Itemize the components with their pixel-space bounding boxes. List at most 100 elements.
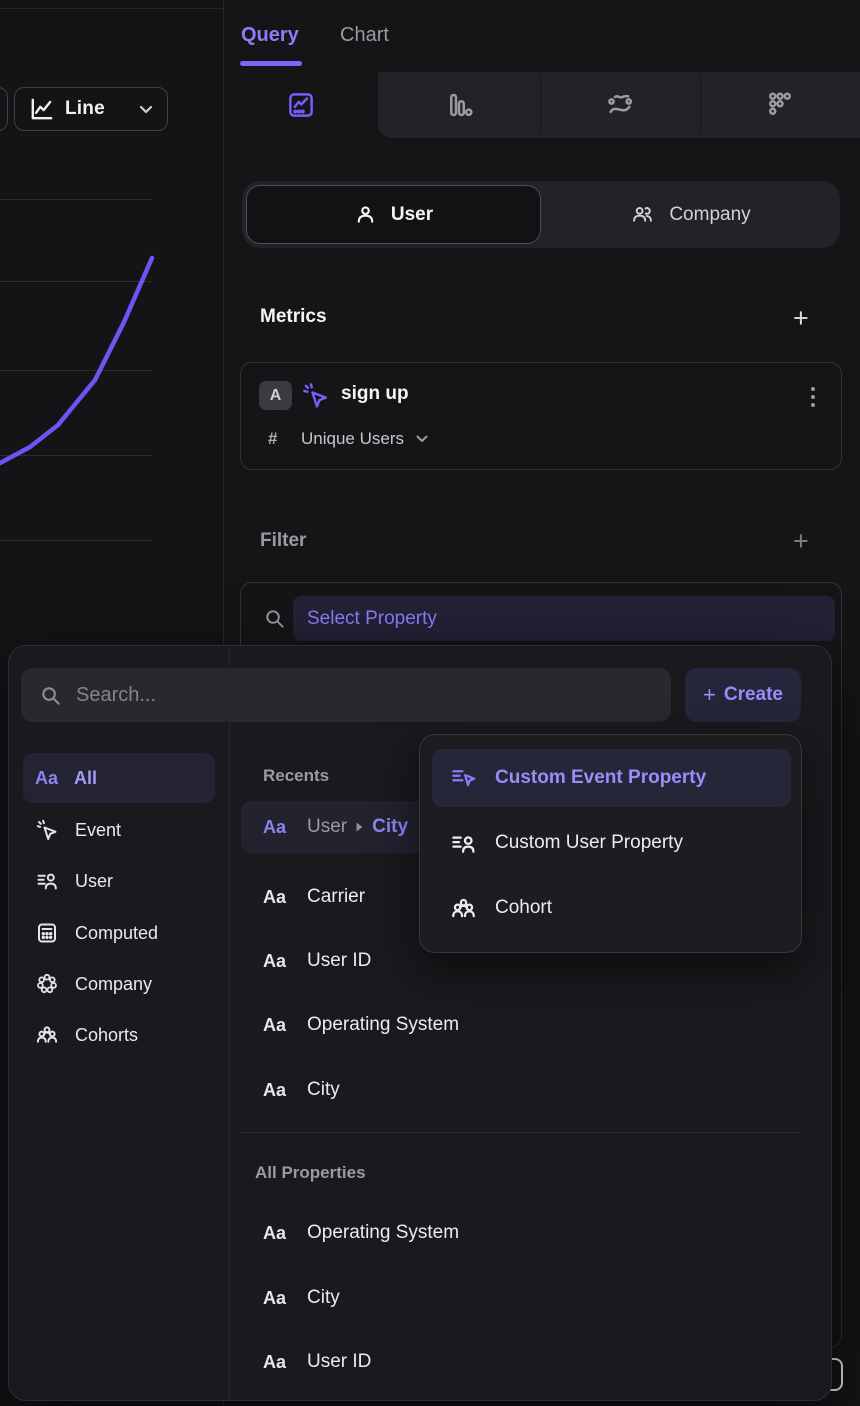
property-label: City <box>307 1287 340 1308</box>
text-type-icon: Aa <box>263 1222 287 1243</box>
category-user[interactable]: User <box>23 856 215 906</box>
plus-icon: + <box>702 682 716 707</box>
property-label: City <box>307 1079 340 1100</box>
company-flower-icon <box>35 972 59 996</box>
tab-query[interactable]: Query <box>241 24 299 46</box>
property-item[interactable]: Aa User ID <box>241 1336 821 1388</box>
category-event[interactable]: Event <box>23 805 215 855</box>
recent-child-label: City <box>372 816 409 837</box>
cohort-icon <box>450 895 477 922</box>
property-label: User ID <box>307 950 372 971</box>
menu-item-label: Cohort <box>495 897 553 918</box>
menu-item-custom-user-property[interactable]: Custom User Property <box>432 814 791 872</box>
tab-insights[interactable] <box>224 72 378 138</box>
chart-gridline <box>0 455 152 456</box>
recent-item-selected[interactable]: Aa User City <box>241 801 441 853</box>
search-icon <box>263 607 286 630</box>
metric-event-name: sign up <box>341 383 409 404</box>
category-label: Cohorts <box>75 1024 139 1045</box>
flows-icon <box>605 90 635 120</box>
text-type-icon: Aa <box>263 886 287 907</box>
insights-icon <box>286 90 316 120</box>
tab-retention[interactable] <box>703 72 857 138</box>
tabrow-divider <box>700 76 701 134</box>
recent-item[interactable]: Aa User ID <box>241 935 821 987</box>
calculator-icon <box>35 921 59 945</box>
category-label: User <box>75 870 114 891</box>
category-company[interactable]: Company <box>23 959 215 1009</box>
entity-toggle: User Company <box>242 181 840 248</box>
add-metric-button[interactable]: + <box>793 303 809 333</box>
menu-item-cohort[interactable]: Cohort <box>432 879 791 937</box>
toggle-company[interactable]: Company <box>541 181 840 248</box>
chart-gridline <box>0 281 152 282</box>
text-type-icon: Aa <box>263 1014 287 1035</box>
people-icon <box>630 203 655 226</box>
tab-chart[interactable]: Chart <box>340 24 389 46</box>
create-button-label: Create <box>723 684 783 705</box>
line-chart-series <box>0 250 160 470</box>
chart-type-label: Line <box>65 98 105 119</box>
retention-dots-icon <box>765 90 795 120</box>
category-label: Computed <box>75 922 159 943</box>
category-cohorts[interactable]: Cohorts <box>23 1010 215 1060</box>
property-label: Operating System <box>307 1014 460 1035</box>
series-letter-badge: A <box>259 381 292 410</box>
tab-funnels[interactable] <box>383 72 537 138</box>
text-type-icon: Aa <box>263 1287 287 1308</box>
toggle-user-label: User <box>390 203 434 225</box>
metrics-title: Metrics <box>260 306 327 327</box>
category-label: Event <box>75 819 122 840</box>
toggle-user[interactable]: User <box>246 185 541 244</box>
user-list-icon <box>35 869 59 893</box>
hash-icon: # <box>268 429 278 448</box>
metric-card[interactable]: A sign up # Unique Users <box>240 362 842 470</box>
list-divider <box>241 1132 801 1133</box>
recents-header: Recents <box>263 766 330 785</box>
chart-gridline <box>0 199 152 200</box>
add-filter-button[interactable]: + <box>793 526 809 556</box>
recent-item[interactable]: Aa City <box>241 1064 821 1116</box>
menu-item-label: Custom User Property <box>495 832 683 853</box>
text-type-icon: Aa <box>263 1351 287 1372</box>
select-property-input[interactable]: Select Property <box>293 596 835 641</box>
property-item[interactable]: Aa City <box>241 1272 821 1324</box>
category-label: Company <box>75 973 153 994</box>
partial-button-fragment <box>0 87 8 131</box>
property-label: Operating System <box>307 1222 460 1243</box>
aggregation-selector[interactable]: Unique Users <box>301 429 428 449</box>
property-item[interactable]: Aa Operating System <box>241 1207 821 1259</box>
category-all[interactable]: Aa All <box>23 753 215 803</box>
create-menu: Custom Event Property Custom User Proper… <box>419 734 802 953</box>
recent-item[interactable]: Aa Carrier <box>241 871 821 923</box>
category-label: All <box>74 767 98 788</box>
line-chart-icon <box>29 96 55 122</box>
tab-flows[interactable] <box>543 72 697 138</box>
bar-chart-icon <box>445 90 475 120</box>
recent-item[interactable]: Aa Operating System <box>241 999 821 1051</box>
text-type-icon: Aa <box>263 950 287 971</box>
property-label: Carrier <box>307 886 366 907</box>
property-label: User ID <box>307 1351 372 1372</box>
menu-item-custom-event-property[interactable]: Custom Event Property <box>432 749 791 807</box>
active-tab-underline <box>240 61 302 66</box>
property-picker-modal: + Create Aa All Event <box>8 645 832 1401</box>
custom-user-property-icon <box>450 830 477 857</box>
create-button[interactable]: + Create <box>685 668 801 722</box>
custom-event-property-icon <box>450 765 477 792</box>
text-type-icon: Aa <box>263 1079 287 1100</box>
caret-right-icon <box>356 822 363 832</box>
kebab-menu-icon[interactable] <box>811 387 815 391</box>
chevron-down-icon <box>139 105 153 114</box>
search-input[interactable] <box>76 683 653 707</box>
category-computed[interactable]: Computed <box>23 908 215 958</box>
text-type-icon: Aa <box>35 767 59 788</box>
chart-type-button[interactable]: Line <box>14 87 168 131</box>
aggregation-label: Unique Users <box>301 429 404 448</box>
recent-parent-label: User <box>307 816 348 837</box>
filter-title: Filter <box>260 530 307 551</box>
picker-search-box <box>21 668 671 722</box>
person-icon <box>354 203 377 226</box>
toggle-company-label: Company <box>669 203 751 225</box>
